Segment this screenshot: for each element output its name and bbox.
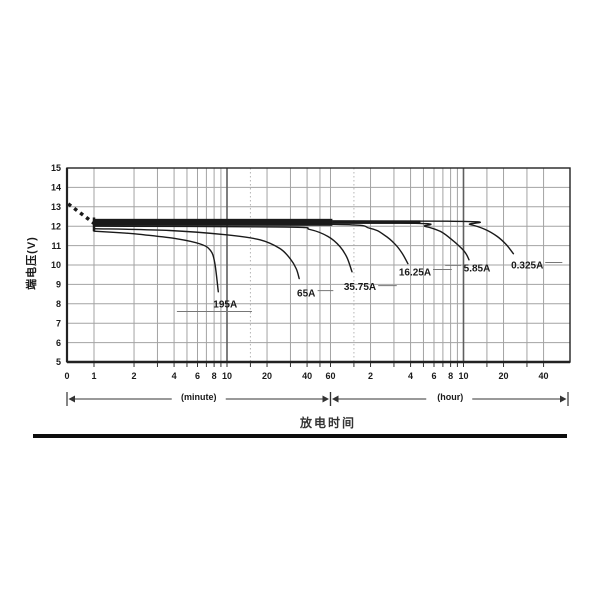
hour-range-label: (hour) — [433, 392, 468, 402]
curve-label: 195A — [213, 299, 237, 310]
x-tick-label: 20 — [262, 371, 272, 381]
discharge-curve — [93, 228, 300, 280]
x-tick-label: 4 — [172, 371, 177, 381]
x-tick-label: 20 — [499, 371, 509, 381]
x-tick-label: 40 — [302, 371, 312, 381]
x-tick-label: 60 — [325, 371, 335, 381]
y-tick-label: 11 — [51, 241, 61, 251]
y-axis-title: 端电压(V) — [26, 236, 38, 290]
x-tick-label: 10 — [222, 371, 232, 381]
curve-band — [332, 220, 421, 224]
x-tick-label: 40 — [539, 371, 549, 381]
discharge-curve — [93, 220, 515, 255]
x-tick-label: 4 — [408, 371, 413, 381]
bottom-rule — [33, 434, 567, 438]
y-tick-label: 12 — [51, 221, 61, 231]
x-tick-label: 6 — [195, 371, 200, 381]
y-tick-label: 7 — [56, 318, 61, 328]
curve-label: 16.25A — [399, 267, 431, 278]
x-tick-label: 10 — [458, 371, 468, 381]
curve-label: 35.75A — [344, 282, 376, 293]
y-tick-label: 5 — [56, 357, 61, 367]
dimension-arrow-right — [322, 395, 329, 403]
x-tick-label: 1 — [91, 371, 96, 381]
open-circuit-dash — [67, 202, 96, 225]
x-tick-label: 0 — [64, 371, 69, 381]
minute-range-label: (minute) — [176, 392, 221, 402]
x-tick-label: 2 — [368, 371, 373, 381]
discharge-curve — [93, 230, 219, 293]
discharge-curve — [93, 225, 353, 273]
discharge-curve — [93, 223, 409, 265]
curve-label: 5.85A — [464, 263, 491, 274]
curve-label: 65A — [297, 288, 315, 299]
dimension-arrow-left — [331, 395, 339, 403]
y-tick-label: 10 — [51, 260, 61, 270]
dimension-arrow-right — [560, 395, 567, 403]
y-tick-label: 8 — [56, 299, 61, 309]
discharge-curve — [93, 222, 470, 261]
y-tick-label: 9 — [56, 280, 61, 290]
x-tick-label: 6 — [431, 371, 436, 381]
x-axis-title: 放电时间 — [299, 416, 357, 430]
x-tick-label: 8 — [212, 371, 217, 381]
y-tick-label: 14 — [51, 183, 61, 193]
y-tick-label: 6 — [56, 338, 61, 348]
y-tick-label: 15 — [51, 163, 61, 173]
dimension-arrow-left — [68, 395, 75, 403]
x-tick-label: 2 — [132, 371, 137, 381]
x-tick-label: 8 — [448, 371, 453, 381]
y-tick-label: 13 — [51, 202, 61, 212]
curve-label: 0.325A — [511, 261, 543, 272]
